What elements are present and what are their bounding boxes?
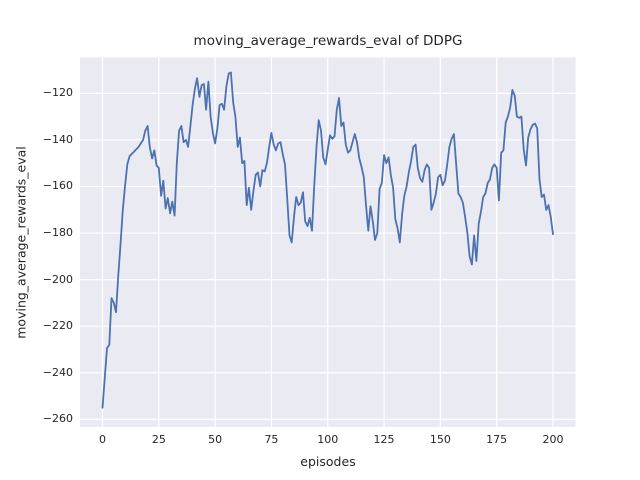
data-line-ddpg [101, 71, 554, 409]
x-tick-label: 75 [264, 433, 279, 446]
y-tick-label: −260 [42, 412, 73, 426]
x-tick-label: 100 [317, 433, 339, 446]
y-tick-label: −220 [42, 319, 73, 333]
x-axis-label: episodes [300, 454, 356, 469]
x-tick-label: 150 [429, 433, 451, 446]
y-tick-label: −120 [42, 86, 73, 100]
y-tick-label: −180 [42, 226, 73, 240]
y-tick-label: −160 [42, 179, 73, 193]
gridlines [80, 57, 576, 427]
x-tick-label: 200 [542, 433, 564, 446]
x-tick-label: 25 [151, 433, 166, 446]
x-tick-label: 125 [373, 433, 395, 446]
x-tick-label: 175 [486, 433, 508, 446]
x-tick-label: 50 [208, 433, 223, 446]
y-tick-label: −140 [42, 132, 73, 146]
x-tick-label: 0 [99, 433, 107, 446]
y-tick-label: −240 [42, 365, 73, 379]
chart-title: moving_average_rewards_eval of DDPG [193, 33, 463, 49]
y-tick-label: −200 [42, 272, 73, 286]
